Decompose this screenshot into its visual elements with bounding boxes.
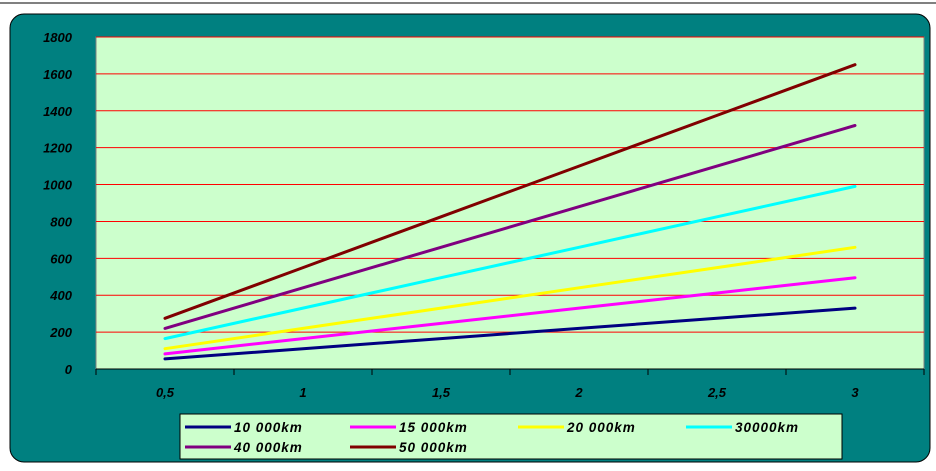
x-tick-label: 2 xyxy=(574,385,583,400)
legend-label: 20 000km xyxy=(566,420,636,435)
y-tick-label: 400 xyxy=(49,288,72,303)
x-tick-label: 0,5 xyxy=(156,385,175,400)
legend: 10 000km 15 000km 20 000km 30000km 40 000km 5… xyxy=(185,420,799,455)
y-tick-label: 1400 xyxy=(43,104,73,119)
legend-label: 30000km xyxy=(735,420,799,435)
y-tick-label: 200 xyxy=(49,325,72,340)
legend-label: 50 000km xyxy=(399,440,468,455)
y-axis-tick-labels: 0 200 400 600 800 1000 1200 1400 1600 1800 xyxy=(43,30,73,377)
legend-label: 10 000km xyxy=(234,420,303,435)
y-tick-label: 1600 xyxy=(43,67,73,82)
series-lines xyxy=(163,63,857,361)
x-tick-label: 1,5 xyxy=(432,385,451,400)
x-axis xyxy=(95,368,925,375)
y-tick-label: 1200 xyxy=(43,141,73,156)
legend-item: 40 000km xyxy=(185,440,303,455)
y-tick-label: 600 xyxy=(50,251,72,266)
legend-item: 15 000km xyxy=(350,420,468,435)
legend-label: 40 000km xyxy=(233,440,303,455)
series-line-2 xyxy=(163,245,857,351)
series-line-1 xyxy=(163,276,857,356)
y-tick-label: 1000 xyxy=(43,178,73,193)
series-line-0 xyxy=(163,306,857,361)
legend-box xyxy=(179,413,843,460)
x-axis-tick-labels: 0,5 1 1,5 2 2,5 3 xyxy=(156,385,859,400)
series-line-5 xyxy=(163,63,857,320)
y-tick-label: 0 xyxy=(65,362,73,377)
legend-item: 30000km xyxy=(686,420,799,435)
legend-label: 15 000km xyxy=(399,420,468,435)
series-line-3 xyxy=(163,184,857,341)
y-tick-label: 1800 xyxy=(43,30,73,45)
plot-area-background xyxy=(95,36,925,370)
legend-item: 10 000km xyxy=(185,420,303,435)
x-tick-label: 2,5 xyxy=(707,385,727,400)
y-tick-label: 800 xyxy=(50,214,72,229)
x-tick-label: 3 xyxy=(851,385,859,400)
x-tick-label: 1 xyxy=(299,385,306,400)
legend-item: 20 000km xyxy=(518,420,636,435)
series-line-4 xyxy=(163,124,857,330)
legend-item: 50 000km xyxy=(350,440,468,455)
